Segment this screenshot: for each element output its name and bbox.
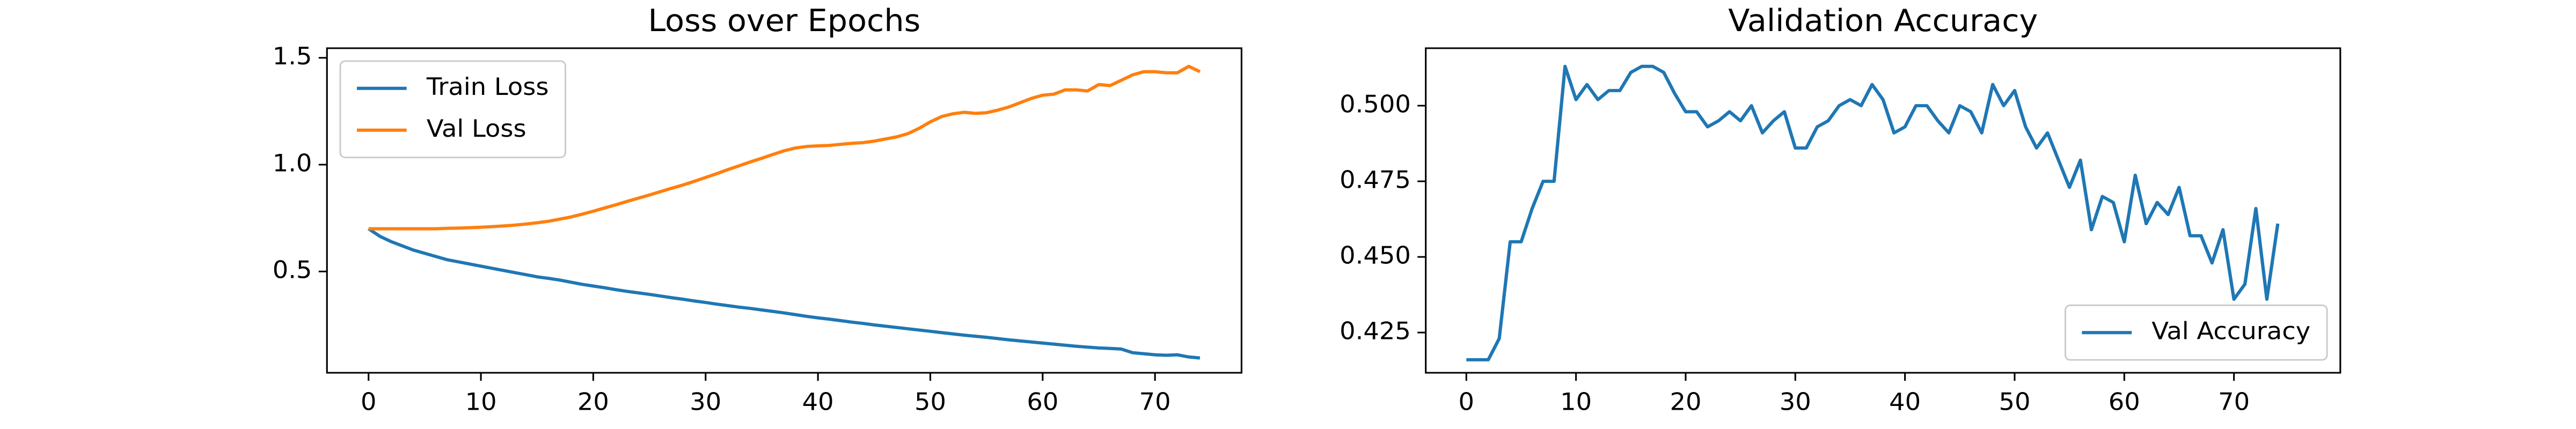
x-tick-label: 10 (1560, 388, 1592, 416)
x-tick-label: 60 (2109, 388, 2140, 416)
y-tick-label: 0.5 (273, 256, 312, 284)
x-tick-label: 50 (1999, 388, 2030, 416)
y-tick-label: 0.425 (1340, 317, 1411, 345)
plot-frame (1425, 47, 2341, 374)
y-tick-label: 1.0 (273, 149, 312, 177)
x-tick-label: 70 (1139, 388, 1171, 416)
y-tick-label: 0.475 (1340, 166, 1411, 194)
legend-label: Val Accuracy (2151, 317, 2310, 345)
legend-box (339, 60, 567, 159)
x-tick-label: 30 (690, 388, 721, 416)
x-tick-label: 30 (1780, 388, 1811, 416)
legend: Val Accuracy (2064, 304, 2328, 361)
line-series (367, 227, 1201, 360)
x-tick-label: 60 (1027, 388, 1058, 416)
y-tick-label: 0.500 (1340, 90, 1411, 118)
y-tick-label: 1.5 (273, 42, 312, 70)
x-tick-label: 40 (1889, 388, 1921, 416)
plot-frame (326, 47, 1242, 374)
legend-label: Train Loss (426, 73, 549, 101)
legend-box (2064, 304, 2328, 361)
legend: Train Loss Val Loss (339, 60, 567, 159)
x-tick-label: 70 (2218, 388, 2250, 416)
x-tick-label: 20 (1670, 388, 1701, 416)
x-tick-label: 50 (914, 388, 946, 416)
line-series (368, 64, 1201, 231)
x-tick-label: 10 (465, 388, 497, 416)
x-tick-label: 40 (802, 388, 834, 416)
x-tick-label: 0 (1459, 388, 1475, 416)
x-tick-label: 0 (361, 388, 377, 416)
line-series (1466, 64, 2280, 361)
chart-title: Loss over Epochs (648, 3, 920, 39)
y-tick-label: 0.450 (1340, 241, 1411, 269)
chart-title: Validation Accuracy (1728, 3, 2038, 39)
x-tick-label: 20 (577, 388, 609, 416)
legend-label: Val Loss (427, 115, 526, 143)
